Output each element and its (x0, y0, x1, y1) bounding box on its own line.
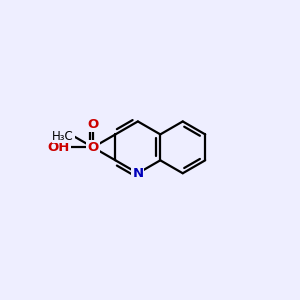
Text: H₃C: H₃C (52, 130, 74, 143)
Text: OH: OH (47, 141, 70, 154)
Text: O: O (87, 118, 99, 130)
Text: O: O (87, 141, 99, 154)
Text: N: N (132, 167, 143, 180)
